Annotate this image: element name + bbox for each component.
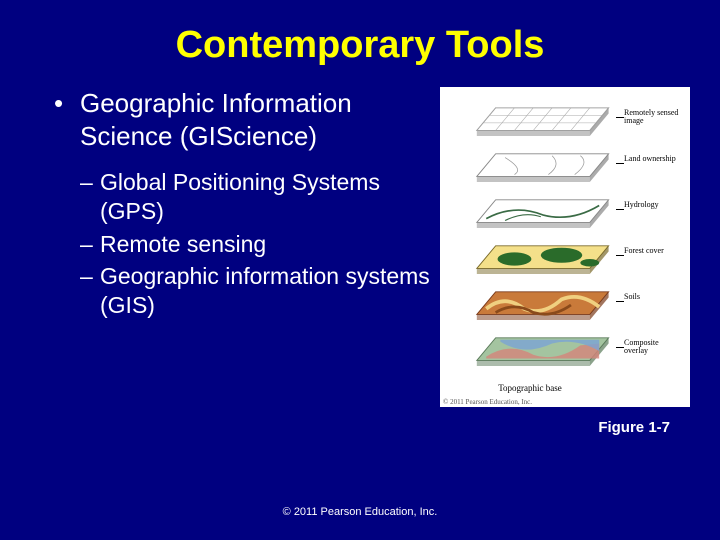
- figure-column: © 2011 Pearson Education, Inc. Remotely …: [440, 87, 690, 436]
- figure-credit: © 2011 Pearson Education, Inc.: [443, 398, 532, 406]
- bullet-level1: Geographic Information Science (GIScienc…: [50, 87, 440, 152]
- figure-layer: [458, 191, 618, 227]
- bullet-level2: Global Positioning Systems (GPS): [50, 168, 440, 226]
- figure-layer: [458, 237, 618, 273]
- text-column: Geographic Information Science (GIScienc…: [50, 87, 440, 436]
- figure-layer-label: Remotely sensed image: [624, 109, 682, 126]
- figure-caption: Figure 1-7: [598, 419, 670, 436]
- copyright-footer: © 2011 Pearson Education, Inc.: [0, 506, 720, 518]
- gis-layers-figure: © 2011 Pearson Education, Inc. Remotely …: [440, 87, 690, 407]
- figure-layer: [458, 99, 618, 135]
- figure-layer: [458, 329, 618, 365]
- figure-layer-label: Forest cover: [624, 247, 682, 255]
- figure-layer: [458, 145, 618, 181]
- slide-title: Contemporary Tools: [0, 0, 720, 87]
- bullet-level2: Geographic information systems (GIS): [50, 262, 440, 320]
- figure-bottom-label: Topographic base: [440, 383, 620, 393]
- figure-layer: [458, 283, 618, 319]
- bullet-level2: Remote sensing: [50, 230, 440, 259]
- content-row: Geographic Information Science (GIScienc…: [0, 87, 720, 436]
- figure-layer-label: Land ownership: [624, 155, 682, 163]
- figure-layer-label: Composite overlay: [624, 339, 682, 356]
- figure-layer-label: Soils: [624, 293, 682, 301]
- figure-layer-label: Hydrology: [624, 201, 682, 209]
